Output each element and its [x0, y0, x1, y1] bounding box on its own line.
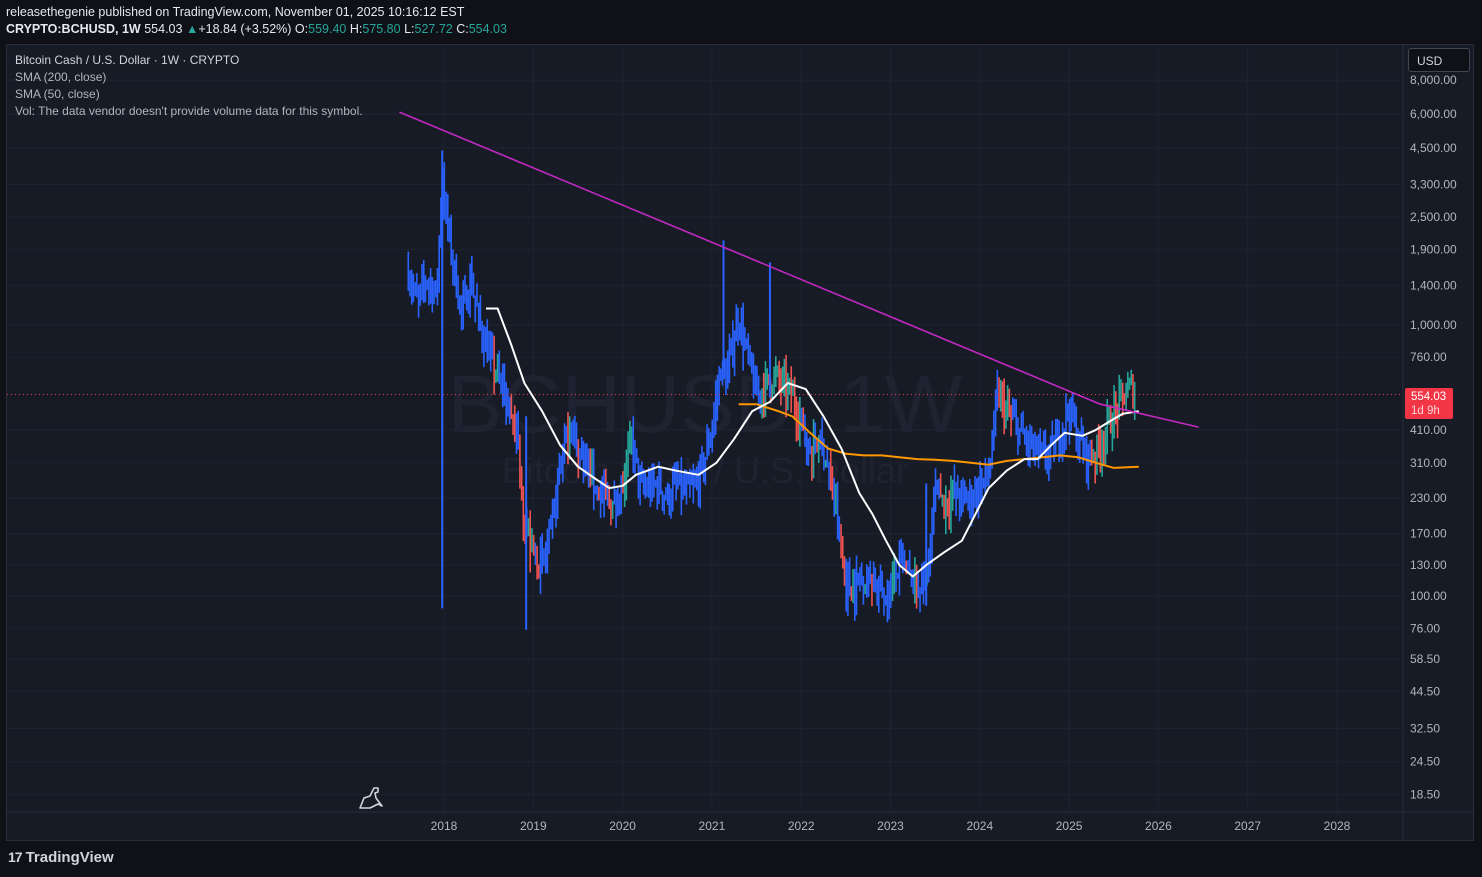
indicator-legend: Bitcoin Cash / U.S. Dollar · 1W · CRYPTO… — [15, 52, 363, 120]
price-tick-label: 8,000.00 — [1410, 73, 1457, 87]
open-label: O: — [294, 22, 309, 36]
price-tick-label: 2,500.00 — [1410, 210, 1457, 224]
price-tick-label: 410.00 — [1410, 423, 1447, 437]
tradingview-logo[interactable]: 17 TradingView — [8, 849, 114, 866]
time-tick-label: 2026 — [1145, 819, 1172, 833]
price-tick-label: 44.50 — [1410, 684, 1440, 698]
price-tick-label: 18.50 — [1410, 788, 1440, 802]
legend-volume[interactable]: Vol: The data vendor doesn't provide vol… — [15, 104, 363, 118]
price-tick-label: 58.50 — [1410, 652, 1440, 666]
legend-title[interactable]: Bitcoin Cash / U.S. Dollar · 1W · CRYPTO — [15, 53, 240, 67]
price-change: +18.84 (+3.52%) — [198, 22, 292, 36]
time-tick-label: 2019 — [520, 819, 547, 833]
symbol-quote-line: CRYPTO:BCHUSD, 1W 554.03 ▲+18.84 (+3.52%… — [6, 21, 507, 38]
price-tick-label: 760.00 — [1410, 350, 1447, 364]
price-tick-label: 76.00 — [1410, 621, 1440, 635]
indicator-lines — [399, 111, 1199, 578]
price-tick-label: 1,400.00 — [1410, 278, 1457, 292]
price-axis-labels: 8,000.00 6,000.00 4,500.00 3,300.00 2,500.00… — [1410, 73, 1457, 802]
wick-spikes — [441, 150, 928, 630]
time-tick-label: 2025 — [1056, 819, 1083, 833]
price-tick-label: 130.00 — [1410, 558, 1447, 572]
price-tick-label: 310.00 — [1410, 456, 1447, 470]
replay-dino-icon — [359, 787, 383, 809]
trendline — [399, 111, 1199, 428]
badge-countdown: 1d 9h — [1411, 405, 1440, 417]
price-tick-label: 1,000.00 — [1410, 318, 1457, 332]
price-tick-label: 230.00 — [1410, 491, 1447, 505]
price-tick-label: 4,500.00 — [1410, 141, 1457, 155]
sma200-line — [738, 403, 1139, 469]
time-tick-label: 2023 — [877, 819, 904, 833]
price-tick-label: 32.50 — [1410, 721, 1440, 735]
sma50-line — [486, 307, 1139, 578]
time-axis-labels: 2018 2019 2020 2021 2022 2023 2024 2025 2026 2027… — [431, 819, 1351, 833]
price-tick-label: 24.50 — [1410, 755, 1440, 769]
tradingview-logo-icon: 17 — [8, 849, 23, 865]
open-value: 559.40 — [308, 22, 347, 36]
chart-pane[interactable] — [6, 44, 1474, 841]
close-label: C: — [456, 22, 469, 36]
brand-name: TradingView — [25, 849, 114, 866]
price-tick-label: 100.00 — [1410, 589, 1447, 603]
price-badge: 554.03 1d 9h — [1405, 388, 1453, 419]
symbol-label: CRYPTO:BCHUSD, 1W — [6, 22, 141, 36]
time-tick-label: 2022 — [788, 819, 815, 833]
high-label: H: — [349, 22, 363, 36]
chart-header: releasethegenie published on TradingView… — [6, 4, 507, 38]
legend-sma200[interactable]: SMA (200, close) — [15, 70, 107, 84]
price-tick-label: 1,900.00 — [1410, 242, 1457, 256]
time-tick-label: 2028 — [1324, 819, 1351, 833]
price-tick-label: 3,300.00 — [1410, 177, 1457, 191]
high-value: 575.80 — [362, 22, 401, 36]
up-triangle-icon: ▲ — [185, 22, 199, 36]
low-value: 527.72 — [414, 22, 453, 36]
last-price: 554.03 — [144, 22, 183, 36]
time-tick-label: 2018 — [431, 819, 458, 833]
time-tick-label: 2027 — [1234, 819, 1261, 833]
time-tick-label: 2020 — [609, 819, 636, 833]
low-label: L: — [404, 22, 415, 36]
watermark-ticker: BCHUSD, 1W — [448, 359, 963, 450]
publish-info: releasethegenie published on TradingView… — [6, 5, 465, 19]
close-value: 554.03 — [468, 22, 507, 36]
legend-sma50[interactable]: SMA (50, close) — [15, 87, 100, 101]
badge-price: 554.03 — [1411, 391, 1447, 403]
price-tick-label: 170.00 — [1410, 527, 1447, 541]
currency-button[interactable]: USD — [1408, 48, 1470, 72]
price-tick-label: 6,000.00 — [1410, 107, 1457, 121]
time-tick-label: 2024 — [966, 819, 993, 833]
time-tick-label: 2021 — [699, 819, 726, 833]
grid-lines — [7, 45, 1403, 812]
candle-bars — [407, 162, 1136, 623]
